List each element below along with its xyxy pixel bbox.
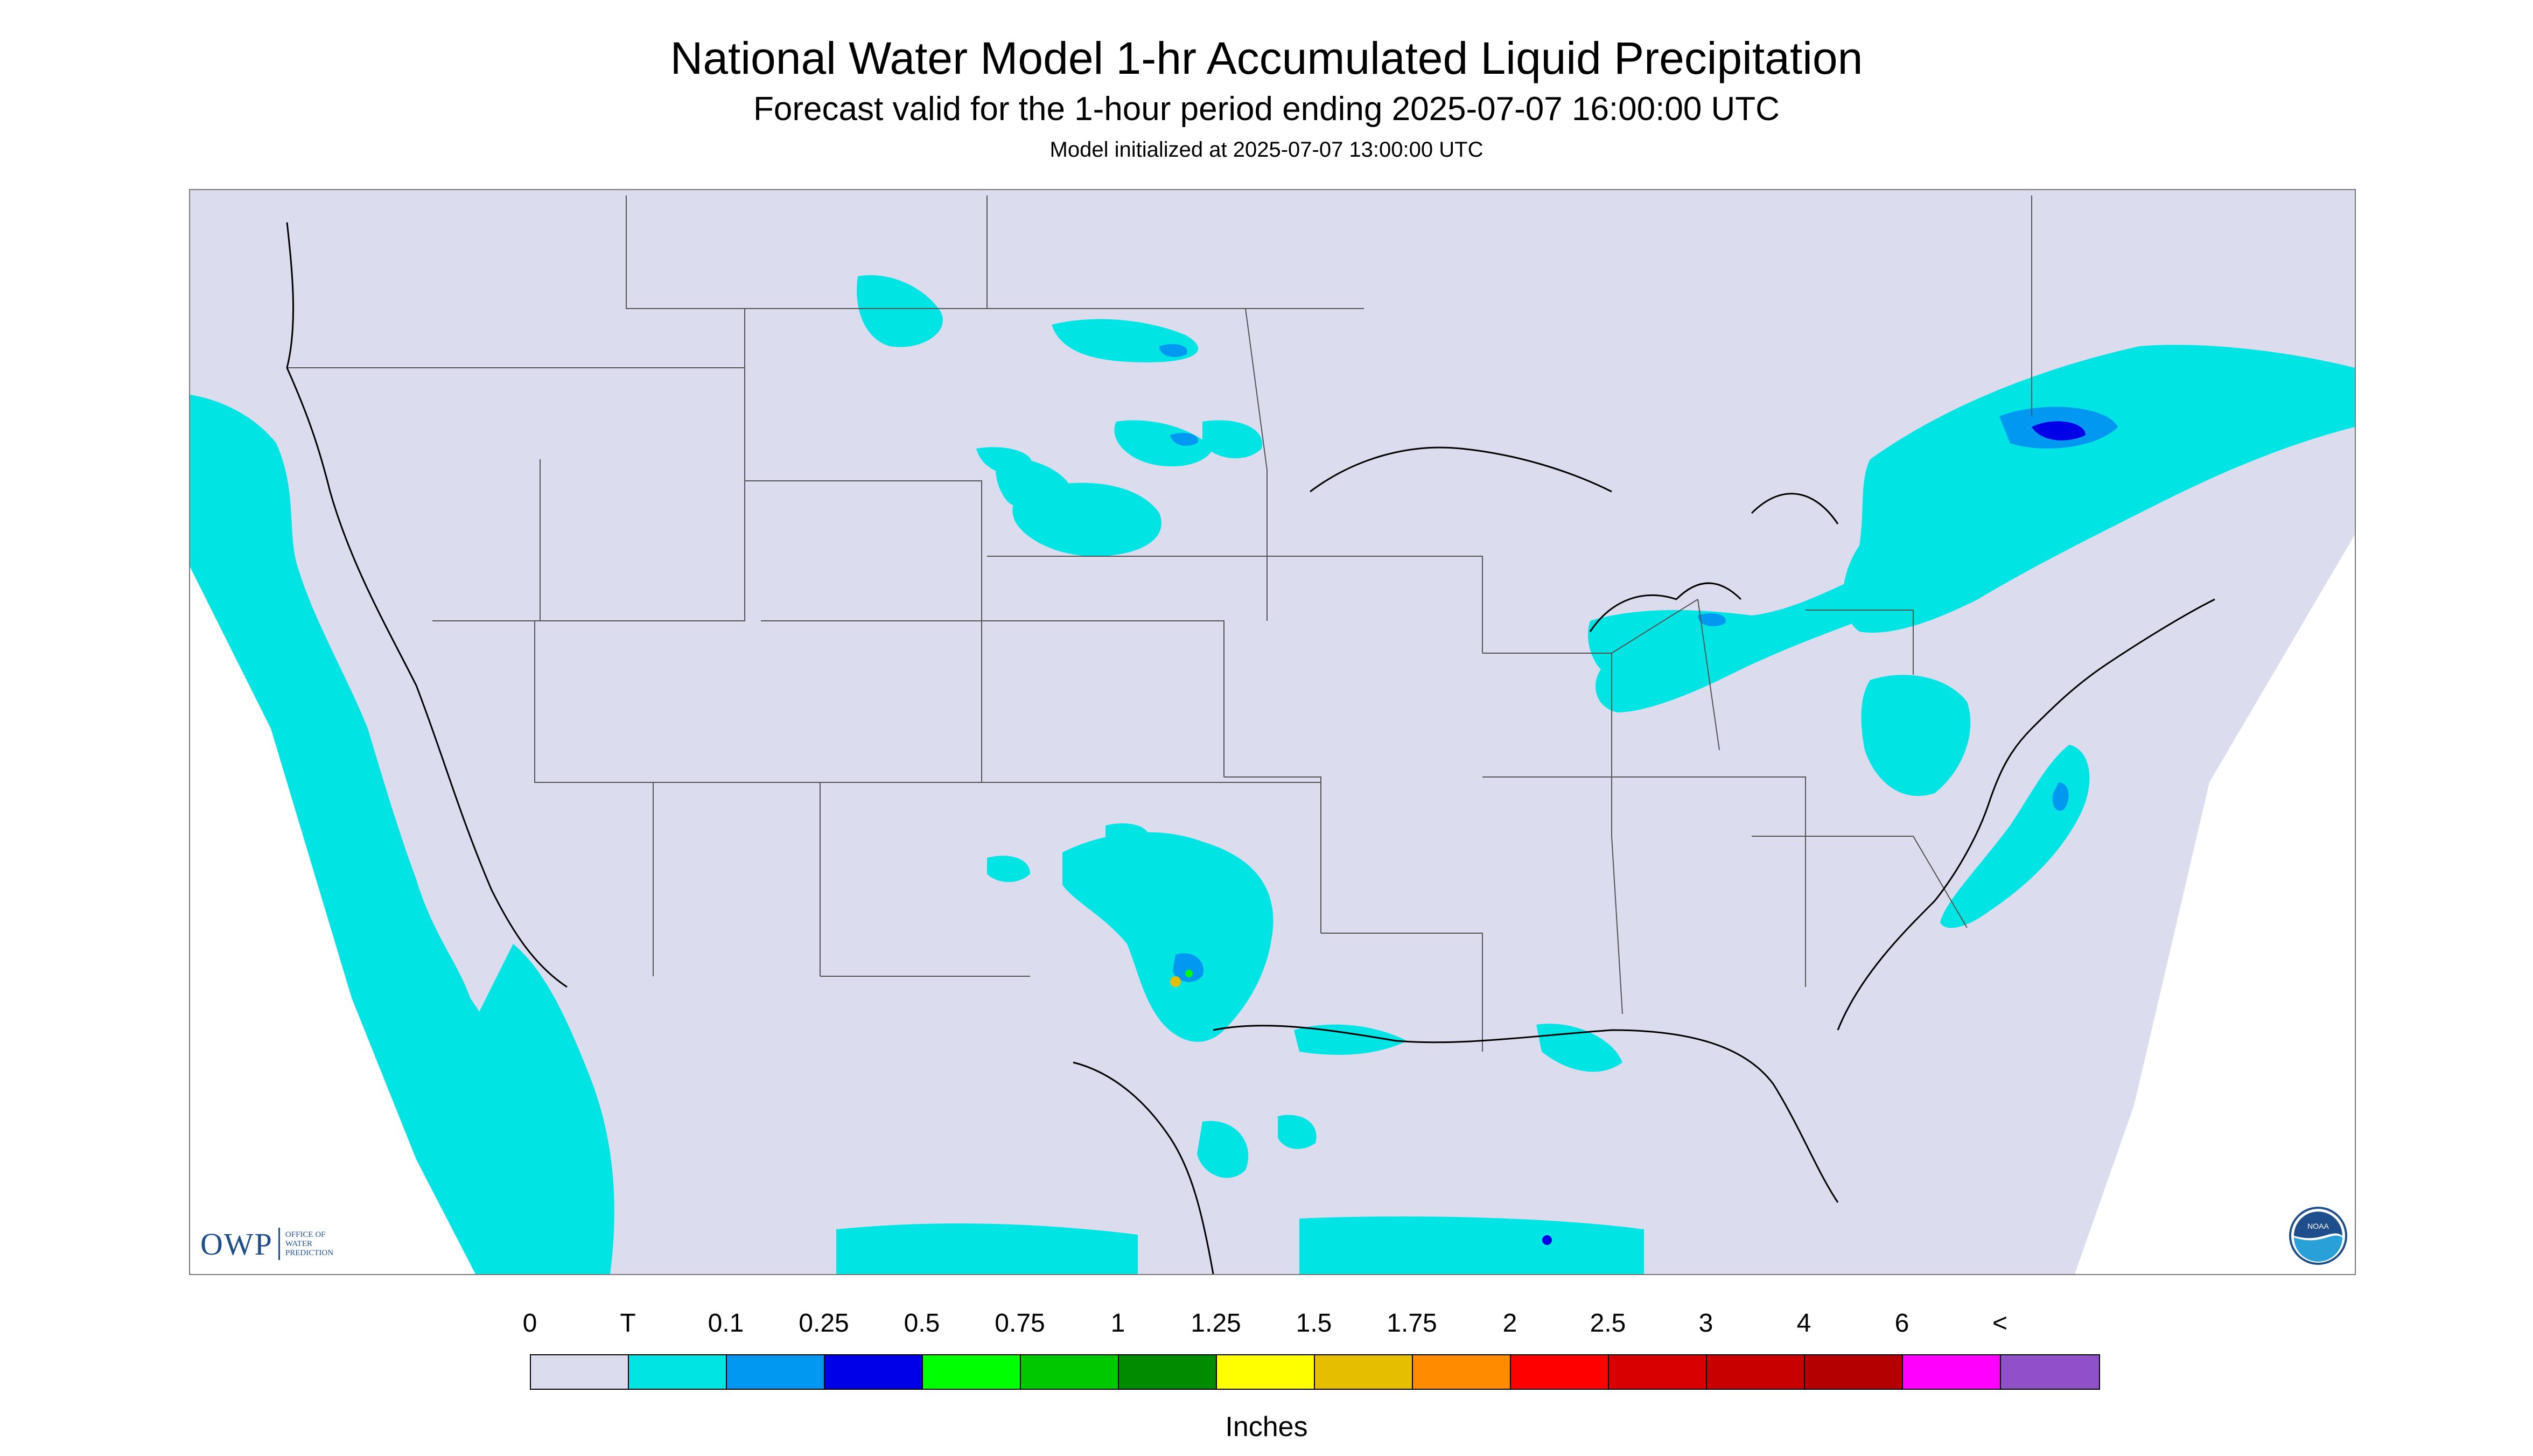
legend-swatch [1217,1355,1315,1389]
precip-gulf-offshore [836,1216,1644,1274]
legend-swatch [1609,1355,1707,1389]
noaa-logo-icon: NOAA [2289,1207,2347,1265]
model-domain [190,190,2355,1274]
legend-labels: 0 T 0.1 0.25 0.5 0.75 1 1.25 1.5 1.75 2 2.5 3 4 6 < [0,1308,2533,1341]
precip-texas-green [1185,970,1193,977]
legend-units: Inches [1225,1411,1308,1443]
map-title: National Water Model 1-hr Accumulated Li… [670,33,1863,83]
legend-label: 2 [1502,1309,1517,1338]
owp-logo-words: OFFICE OF WATER PREDICTION [285,1230,333,1258]
precip-northeast-heavy [2032,421,2086,440]
precip-atlantic-band [1940,745,2090,928]
legend-swatch [1021,1355,1119,1389]
precip-baja-offshore [470,944,614,1274]
legend-swatch [1903,1355,2001,1389]
legend-colorbar [530,1354,2100,1390]
precip-texas-moderate [1173,953,1203,982]
legend-label: 0.75 [995,1309,1045,1338]
precip-offshore-moderate [1542,1235,1552,1245]
legend-swatch [1707,1355,1805,1389]
legend-label: 1 [1110,1309,1125,1338]
owp-word-3: PREDICTION [285,1248,334,1257]
precip-great-lakes-moderate [1698,613,1726,626]
legend-label: 0 [522,1309,537,1338]
owp-word-1: OFFICE OF [285,1230,326,1239]
legend-swatch [1805,1355,1903,1389]
legend-label: < [1992,1309,2008,1338]
legend-swatch [531,1355,629,1389]
legend-label: 0.1 [708,1309,744,1338]
legend-swatch [629,1355,727,1389]
legend-swatch [923,1355,1021,1389]
owp-word-2: WATER [285,1239,312,1248]
owp-logo: OWP OFFICE OF WATER PREDICTION [200,1222,333,1265]
state-boundaries [287,195,2032,1052]
noaa-logo-text: NOAA [2307,1222,2329,1230]
map-subtitle: Forecast valid for the 1-hour period end… [753,90,1780,128]
legend-label: T [620,1309,636,1338]
precip-northern-plains [857,275,1263,556]
legend-swatch [727,1355,825,1389]
owp-logo-letters: OWP [200,1226,273,1262]
legend-label: 0.5 [904,1309,940,1338]
legend-label: 6 [1894,1309,1909,1338]
legend-swatch [1413,1355,1511,1389]
legend-swatch [1315,1355,1413,1389]
legend-label: 1.25 [1191,1309,1241,1338]
legend-label: 2.5 [1590,1309,1626,1338]
legend-swatch [2001,1355,2099,1389]
precip-mid-atlantic [1861,675,1971,796]
legend-label: 1.75 [1387,1309,1437,1338]
coastlines [286,222,2215,1274]
legend-label: 4 [1796,1309,1811,1338]
legend-swatch [825,1355,923,1389]
precip-atlantic-moderate [2052,782,2069,811]
precipitation-map [189,189,2356,1275]
precip-gulf-coast [1197,1024,1622,1178]
precip-northern-plains-moderate [1159,344,1198,446]
legend-swatch [1511,1355,1609,1389]
precip-northeast-band [1843,345,2355,633]
precip-texas-heavy [1170,976,1181,987]
legend-swatch [1119,1355,1217,1389]
model-init-time: Model initialized at 2025-07-07 13:00:00… [1049,138,1484,162]
legend-label: 0.25 [799,1309,849,1338]
legend-label: 1.5 [1296,1309,1332,1338]
legend-label: 3 [1698,1309,1713,1338]
precip-texas-complex [987,823,1274,1042]
owp-logo-divider [278,1228,280,1260]
